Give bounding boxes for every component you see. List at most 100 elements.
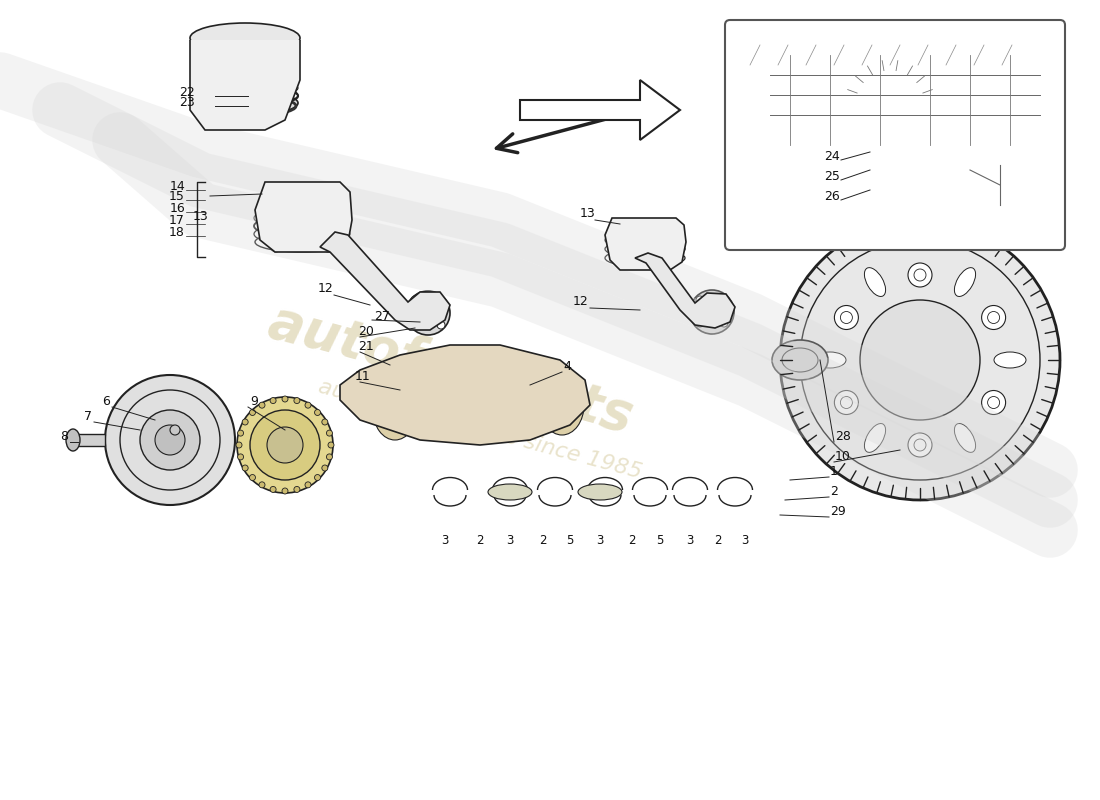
- Circle shape: [908, 433, 932, 457]
- Text: 5: 5: [657, 534, 663, 546]
- Text: 13: 13: [580, 207, 595, 220]
- Circle shape: [258, 482, 265, 488]
- Text: 20: 20: [358, 325, 374, 338]
- Circle shape: [242, 465, 249, 471]
- Text: 12: 12: [572, 295, 588, 308]
- Circle shape: [315, 474, 320, 481]
- Polygon shape: [620, 249, 670, 254]
- Text: 13: 13: [192, 210, 208, 223]
- Circle shape: [908, 263, 932, 287]
- Ellipse shape: [517, 375, 573, 411]
- Circle shape: [294, 486, 300, 493]
- Polygon shape: [75, 434, 104, 446]
- Polygon shape: [320, 232, 450, 330]
- Text: 9: 9: [250, 395, 257, 408]
- Circle shape: [250, 410, 255, 415]
- Polygon shape: [605, 218, 686, 270]
- Circle shape: [437, 321, 446, 329]
- Text: 11: 11: [355, 370, 371, 383]
- Text: 23: 23: [179, 96, 195, 109]
- Text: 17: 17: [169, 214, 185, 227]
- Circle shape: [282, 396, 288, 402]
- Circle shape: [236, 397, 333, 493]
- Text: 2: 2: [476, 534, 484, 546]
- Text: 24: 24: [824, 150, 840, 163]
- Text: 2: 2: [714, 534, 722, 546]
- Ellipse shape: [320, 224, 336, 252]
- Circle shape: [271, 398, 276, 403]
- Text: 16: 16: [169, 202, 185, 215]
- Ellipse shape: [664, 240, 678, 264]
- Text: 7: 7: [84, 410, 92, 423]
- Text: 2: 2: [628, 534, 636, 546]
- Ellipse shape: [578, 484, 621, 500]
- Ellipse shape: [865, 423, 886, 452]
- Circle shape: [411, 296, 419, 304]
- Circle shape: [267, 427, 303, 463]
- Ellipse shape: [493, 380, 537, 440]
- Text: 12: 12: [317, 282, 333, 295]
- Circle shape: [860, 300, 980, 420]
- Circle shape: [690, 290, 734, 334]
- Text: 3: 3: [441, 534, 449, 546]
- Text: 26: 26: [824, 190, 840, 203]
- Polygon shape: [635, 253, 735, 328]
- Ellipse shape: [190, 23, 300, 53]
- Ellipse shape: [438, 382, 482, 442]
- Ellipse shape: [268, 224, 284, 252]
- Text: 18: 18: [169, 226, 185, 239]
- Circle shape: [327, 430, 332, 436]
- Text: 29: 29: [830, 505, 846, 518]
- Circle shape: [322, 465, 328, 471]
- Text: 25: 25: [824, 170, 840, 183]
- Text: 2: 2: [830, 485, 838, 498]
- Circle shape: [250, 410, 320, 480]
- Text: 22: 22: [179, 86, 195, 99]
- Circle shape: [170, 425, 180, 435]
- Ellipse shape: [814, 352, 846, 368]
- Ellipse shape: [66, 429, 80, 451]
- Ellipse shape: [290, 233, 314, 243]
- Circle shape: [315, 410, 320, 415]
- Circle shape: [140, 410, 200, 470]
- Circle shape: [238, 430, 243, 436]
- Polygon shape: [190, 40, 300, 130]
- Polygon shape: [278, 235, 324, 240]
- Polygon shape: [340, 345, 590, 445]
- Circle shape: [242, 419, 249, 425]
- Text: 28: 28: [835, 430, 851, 443]
- Circle shape: [835, 390, 858, 414]
- Text: 6: 6: [102, 395, 110, 408]
- Circle shape: [411, 321, 419, 329]
- Circle shape: [155, 425, 185, 455]
- Ellipse shape: [373, 380, 417, 440]
- Circle shape: [305, 482, 311, 488]
- Text: auto and car parts since 1985: auto and car parts since 1985: [316, 377, 644, 483]
- Circle shape: [696, 319, 704, 327]
- Circle shape: [236, 442, 242, 448]
- Circle shape: [238, 454, 243, 460]
- Ellipse shape: [488, 484, 532, 500]
- Polygon shape: [255, 182, 352, 252]
- Ellipse shape: [612, 240, 626, 264]
- Circle shape: [104, 375, 235, 505]
- Ellipse shape: [865, 268, 886, 297]
- Circle shape: [958, 143, 982, 167]
- Text: 2: 2: [539, 534, 547, 546]
- Text: 3: 3: [741, 534, 749, 546]
- Text: 21: 21: [358, 340, 374, 353]
- Circle shape: [258, 402, 265, 408]
- Ellipse shape: [352, 375, 408, 411]
- Ellipse shape: [540, 375, 584, 435]
- Circle shape: [327, 454, 332, 460]
- Circle shape: [282, 488, 288, 494]
- Text: 3: 3: [686, 534, 694, 546]
- Text: 8: 8: [60, 430, 68, 443]
- Ellipse shape: [407, 375, 463, 411]
- Ellipse shape: [462, 375, 518, 411]
- Circle shape: [328, 442, 334, 448]
- Circle shape: [720, 296, 728, 304]
- FancyBboxPatch shape: [725, 20, 1065, 250]
- Text: 3: 3: [596, 534, 604, 546]
- Text: 3: 3: [506, 534, 514, 546]
